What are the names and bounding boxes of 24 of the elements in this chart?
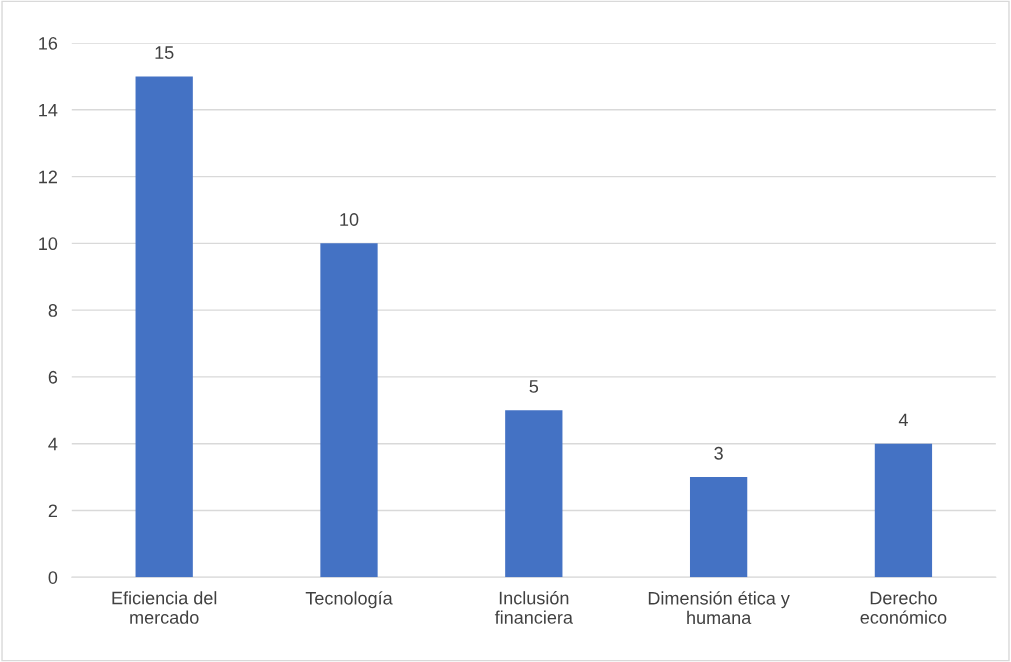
data-label: 10 — [340, 213, 359, 226]
y-tick-label: 8 — [48, 304, 58, 317]
bar — [320, 243, 378, 578]
y-tick-label: 4 — [48, 437, 58, 451]
bar — [135, 76, 193, 578]
x-tick-label: Inclusión financiera — [494, 590, 573, 624]
x-tick-label: Eficiencia del mercado — [112, 591, 217, 624]
y-tick-label: 14 — [39, 103, 58, 117]
y-tick-label: 2 — [48, 504, 57, 518]
bar — [874, 443, 933, 578]
data-label: 5 — [529, 380, 539, 393]
y-tick-label: 16 — [39, 36, 58, 50]
bar — [689, 477, 748, 578]
y-tick-label: 6 — [48, 370, 58, 384]
y-tick-label: 12 — [39, 170, 57, 184]
y-tick-label: 10 — [39, 237, 58, 251]
data-label: 4 — [898, 413, 908, 427]
y-tick-label: 0 — [48, 571, 58, 584]
data-label: 3 — [714, 446, 723, 460]
x-tick-label: Dimensión ética y humana — [648, 591, 790, 625]
data-label: 15 — [155, 46, 174, 59]
x-tick-label: Derecho económico — [860, 591, 947, 624]
x-tick-label: Tecnología — [305, 591, 393, 609]
bar — [505, 410, 563, 578]
